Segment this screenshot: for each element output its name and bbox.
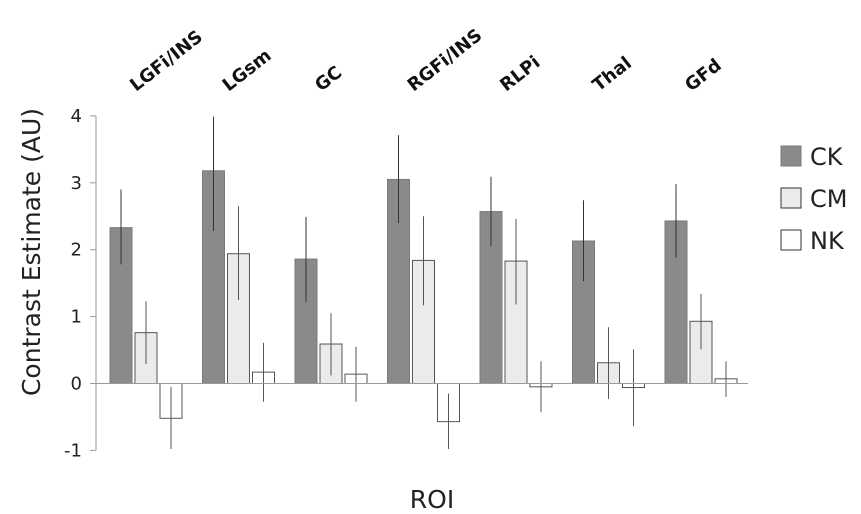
- legend-swatch-nk: [780, 229, 802, 251]
- category-label: RGFi/INS: [404, 25, 487, 96]
- legend-swatch-ck: [780, 145, 802, 167]
- legend-swatch-cm: [780, 187, 802, 209]
- y-axis: -1 0 1 2 3 4: [64, 106, 97, 461]
- y-tick-label: -1: [64, 440, 82, 461]
- y-tick-label: 2: [71, 240, 82, 261]
- plot-area: [96, 116, 748, 450]
- category-label: LGsm: [219, 45, 276, 96]
- legend: CK CM NK: [780, 143, 847, 255]
- y-tick-label: 3: [71, 173, 82, 194]
- x-axis-title: ROI: [410, 485, 454, 514]
- y-tick-label: 0: [71, 374, 82, 395]
- category-label: GFd: [681, 55, 725, 96]
- y-axis-title: Contrast Estimate (AU): [17, 108, 46, 396]
- legend-label-nk: NK: [810, 227, 845, 255]
- category-labels: LGFi/INS LGsm GC RGFi/INS RLPi Thal GFd: [126, 25, 725, 96]
- category-label: RLPi: [496, 52, 544, 96]
- legend-label-ck: CK: [810, 143, 844, 171]
- category-label: LGFi/INS: [126, 26, 207, 96]
- legend-label-cm: CM: [810, 185, 847, 213]
- y-tick-label: 1: [71, 307, 82, 328]
- y-tick-label: 4: [71, 106, 82, 127]
- category-label: GC: [311, 62, 346, 96]
- category-label: Thal: [589, 53, 636, 96]
